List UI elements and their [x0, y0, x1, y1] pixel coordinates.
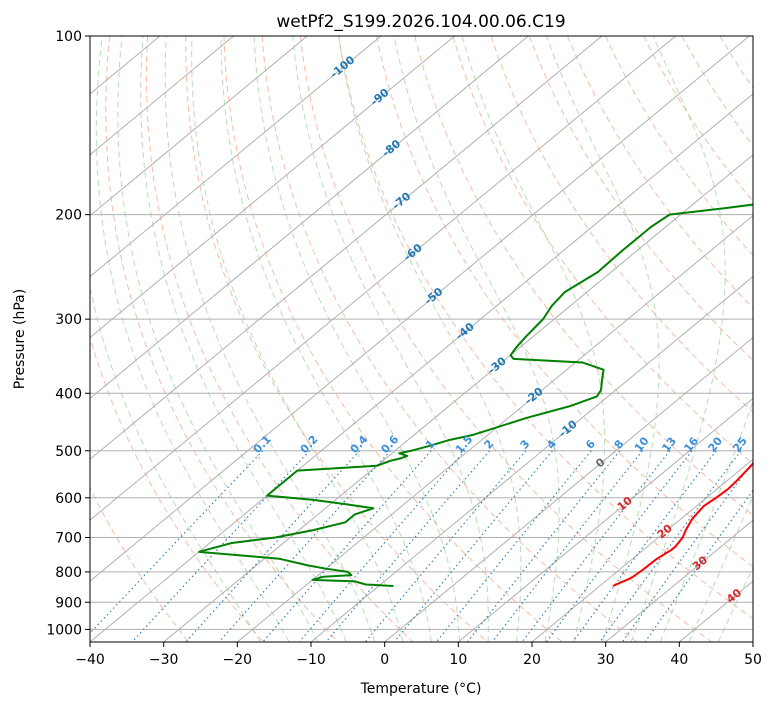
dry-adiabat [681, 36, 753, 147]
moist-adiabat [95, 36, 290, 642]
moist-adiabat [140, 36, 347, 642]
dry-adiabat [414, 36, 753, 516]
background-lines [90, 36, 753, 642]
chart-title: wetPf2_S199.2026.104.00.06.C19 [276, 12, 565, 32]
dry-adiabat [528, 36, 753, 362]
axis-ticks: −40 −30 −20 −10 0 10 20 30 40 50 100 200 300 400 500 60… [46, 29, 762, 668]
y-tick-label: 1000 [46, 622, 82, 638]
x-tick-label: 0 [380, 652, 389, 668]
moist-adiabat [292, 36, 489, 642]
moist-adiabat [90, 285, 261, 642]
y-tick-label: 800 [55, 565, 82, 581]
isotherm-gridline [90, 36, 676, 521]
x-tick-label: −20 [223, 652, 253, 668]
dewpoint-series-line [198, 203, 753, 588]
y-tick-label: 400 [55, 386, 82, 402]
moist-adiabat [253, 36, 461, 642]
isotherm-gridline [384, 336, 753, 642]
mixing-ratio-line [185, 450, 361, 642]
moist-adiabat [164, 36, 376, 642]
y-axis-label: Pressure (hPa) [12, 289, 28, 389]
mixing-ratio-line [599, 450, 742, 642]
mixing-ratio-line [298, 450, 466, 642]
isotherm-gridline [90, 36, 234, 156]
temperature-series-line [612, 461, 753, 587]
dry-adiabat [185, 36, 488, 642]
x-tick-label: 50 [744, 652, 762, 668]
moist-adiabat [659, 400, 753, 642]
mixing-ratio-line [491, 450, 643, 642]
moist-adiabat [393, 36, 560, 642]
dry-adiabat [90, 486, 190, 642]
x-tick-label: 40 [670, 652, 688, 668]
dry-adiabat [376, 36, 753, 568]
dry-adiabat [223, 36, 563, 642]
moist-adiabat [191, 36, 404, 642]
mixing-ratio-label: 30 [751, 434, 771, 454]
moist-adiabat [546, 36, 660, 642]
mixing-ratio-line [521, 450, 671, 642]
y-tick-label: 900 [55, 595, 82, 611]
dry-adiabat [299, 36, 713, 642]
isotherm-gridline [237, 215, 753, 642]
isotherm-gridline [310, 275, 753, 642]
y-tick-label: 500 [55, 444, 82, 460]
y-tick-label: 200 [55, 208, 82, 224]
x-tick-label: −10 [296, 652, 326, 668]
isotherm-gridline [605, 519, 753, 642]
isotherm-gridline [458, 397, 753, 642]
plot-frame [89, 35, 754, 643]
y-tick-label: 700 [55, 531, 82, 547]
mixing-ratio-line [325, 450, 491, 642]
isotherm-gridline [90, 36, 455, 339]
isotherm-gridline [163, 154, 753, 642]
dry-adiabat [105, 36, 339, 642]
series-layer [198, 203, 753, 588]
moist-adiabat [688, 495, 753, 642]
y-tick-label: 100 [55, 29, 82, 45]
mixing-ratio-line [545, 450, 693, 642]
isotherm-gridline [90, 36, 308, 217]
y-tick-label: 600 [55, 491, 82, 507]
x-tick-label: −40 [75, 652, 105, 668]
dry-adiabat [566, 36, 753, 309]
isotherm-gridline [90, 36, 529, 400]
dry-adiabat [146, 36, 414, 642]
mixing-ratio-line [218, 450, 391, 642]
x-tick-label: 10 [449, 652, 467, 668]
mixing-ratio-line [90, 450, 264, 635]
mixing-ratio-line [621, 461, 753, 642]
isotherm-gridline [531, 458, 753, 642]
mixing-ratio-line [467, 450, 621, 642]
isotherm-gridline [90, 36, 750, 582]
dry-adiabat [337, 36, 753, 620]
x-tick-label: 20 [523, 652, 541, 668]
dry-adiabat [261, 36, 638, 642]
moist-adiabat [338, 36, 522, 642]
x-tick-label: 30 [597, 652, 615, 668]
moist-adiabat [630, 36, 726, 642]
isotherm-gridline [90, 36, 382, 278]
dry-adiabat [452, 36, 753, 465]
moist-adiabat [117, 36, 319, 642]
x-axis-label: Temperature (°C) [360, 681, 482, 697]
isotherm-gridline [90, 36, 603, 460]
y-tick-label: 300 [55, 312, 82, 328]
mixing-ratio-line [572, 450, 717, 642]
isotherm-gridline [90, 93, 753, 642]
mixing-ratio-line [644, 489, 753, 642]
moist-adiabat [220, 36, 432, 642]
dry-adiabat [605, 36, 753, 256]
x-tick-label: −30 [149, 652, 179, 668]
